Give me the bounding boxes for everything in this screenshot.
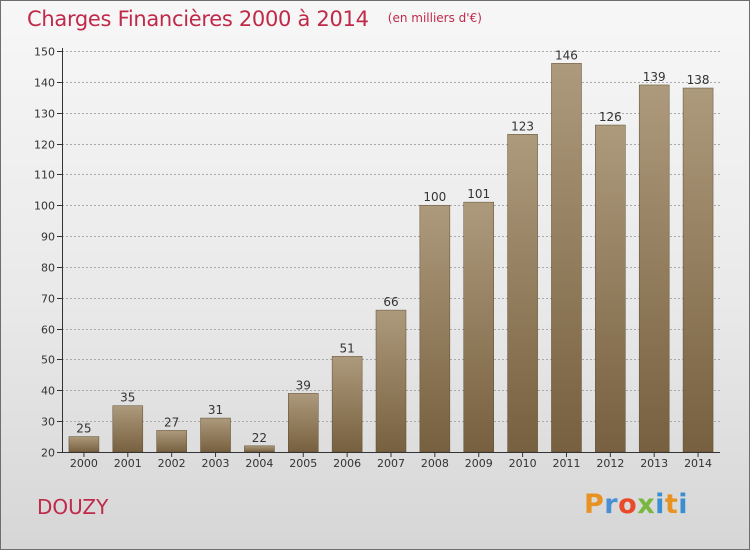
bar [112, 405, 144, 453]
y-tick-label: 110 [34, 169, 55, 182]
logo-letter: r [604, 489, 619, 520]
bar [682, 87, 714, 453]
data-label: 27 [164, 415, 179, 429]
x-tick-label: 2014 [684, 457, 712, 470]
x-tick-label: 2002 [158, 457, 186, 470]
x-tick-label: 2007 [377, 457, 405, 470]
data-label: 51 [339, 341, 354, 355]
data-label: 139 [643, 70, 666, 84]
bar [638, 84, 670, 453]
data-label: 31 [208, 403, 223, 417]
data-label: 66 [383, 295, 398, 309]
logo-letter: P [584, 489, 605, 520]
data-label: 35 [120, 391, 135, 405]
x-tick-label: 2008 [421, 457, 449, 470]
logo-letter: x [637, 489, 656, 520]
y-tick-label: 120 [34, 139, 55, 152]
chart-unit: (en milliers d'€) [387, 11, 482, 25]
bar [244, 445, 275, 453]
y-tick-label: 90 [41, 231, 55, 244]
chart-header: Charges Financières 2000 à 2014 (en mill… [27, 7, 482, 31]
data-label: 126 [599, 110, 622, 124]
x-tick-label: 2004 [245, 457, 273, 470]
x-tick-label: 2009 [465, 457, 493, 470]
x-tick-label: 2012 [596, 457, 624, 470]
commune-name: DOUZY [37, 495, 109, 519]
data-label: 100 [423, 190, 446, 204]
bar [200, 417, 231, 453]
y-tick-label: 30 [41, 416, 55, 429]
bar [551, 63, 582, 453]
x-tick-label: 2003 [202, 457, 230, 470]
y-tick-label: 70 [41, 293, 55, 306]
bar [331, 356, 363, 453]
bar [463, 201, 494, 453]
bar [288, 393, 319, 453]
bar [156, 430, 187, 453]
logo-letter: t [664, 489, 679, 520]
data-label: 101 [467, 187, 490, 201]
y-tick-label: 100 [34, 200, 55, 213]
bar [595, 124, 626, 453]
data-label: 22 [252, 431, 267, 445]
chart-title: Charges Financières 2000 à 2014 [27, 7, 369, 31]
y-tick-label: 20 [41, 447, 55, 460]
logo-letter: i [655, 489, 665, 520]
x-tick-label: 2006 [333, 457, 361, 470]
bar [68, 436, 100, 453]
logo-letter: i [678, 489, 689, 520]
y-tick-label: 140 [34, 77, 55, 90]
proxiti-logo: Proxiti [584, 489, 688, 520]
x-tick-label: 2011 [552, 457, 580, 470]
data-label: 123 [511, 119, 534, 133]
x-tick-label: 2013 [640, 457, 668, 470]
y-tick-label: 150 [34, 46, 55, 59]
x-tick-label: 2000 [70, 457, 98, 470]
x-tick-label: 2001 [114, 457, 142, 470]
y-tick-label: 60 [41, 324, 55, 337]
data-label: 138 [687, 73, 710, 87]
bar [507, 134, 538, 453]
bar [375, 309, 407, 453]
logo-letter: o [618, 489, 638, 520]
y-tick-label: 80 [41, 262, 55, 275]
x-tick-label: 2005 [289, 457, 317, 470]
y-tick-label: 50 [41, 354, 55, 367]
data-label: 25 [76, 422, 91, 436]
y-tick-label: 130 [34, 108, 55, 121]
bar [419, 204, 451, 453]
y-tick-label: 40 [41, 385, 55, 398]
data-label: 146 [555, 48, 578, 62]
data-label: 39 [296, 378, 311, 392]
x-tick-label: 2010 [509, 457, 537, 470]
